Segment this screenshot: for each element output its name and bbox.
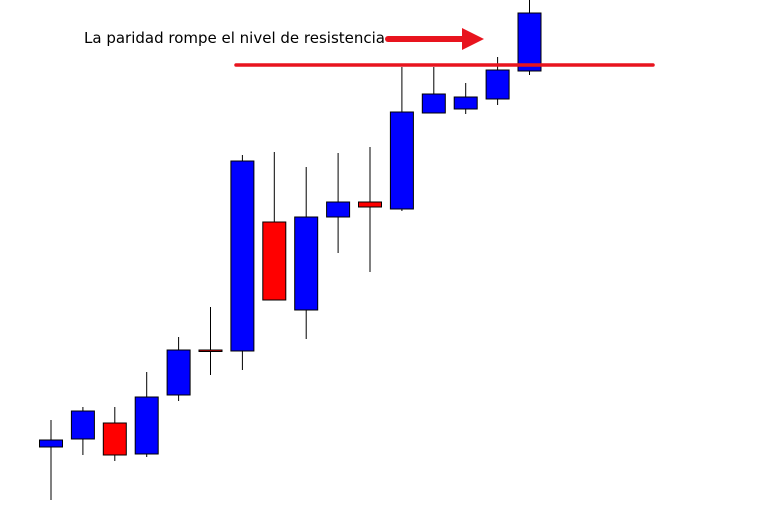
bullish-candle: [134, 396, 159, 455]
bearish-candle: [262, 221, 287, 301]
bullish-candle: [294, 216, 319, 311]
bullish-candle: [39, 439, 63, 448]
bullish-candle: [421, 93, 446, 114]
bullish-candle: [517, 12, 542, 72]
bearish-candle: [198, 349, 223, 352]
bullish-candle: [70, 410, 95, 440]
bullish-candle: [389, 111, 414, 210]
bullish-candle: [166, 349, 191, 396]
bullish-candle: [485, 69, 510, 100]
arrow-icon: [385, 28, 484, 50]
bullish-candle: [230, 160, 255, 352]
bullish-candle: [453, 96, 478, 110]
annotation-text: La paridad rompe el nivel de resistencia: [84, 29, 385, 47]
bullish-candle: [326, 201, 351, 218]
bearish-candle: [358, 201, 382, 208]
bearish-candle: [102, 422, 127, 456]
candles-group: [39, 0, 542, 500]
arrow-head: [462, 28, 484, 50]
